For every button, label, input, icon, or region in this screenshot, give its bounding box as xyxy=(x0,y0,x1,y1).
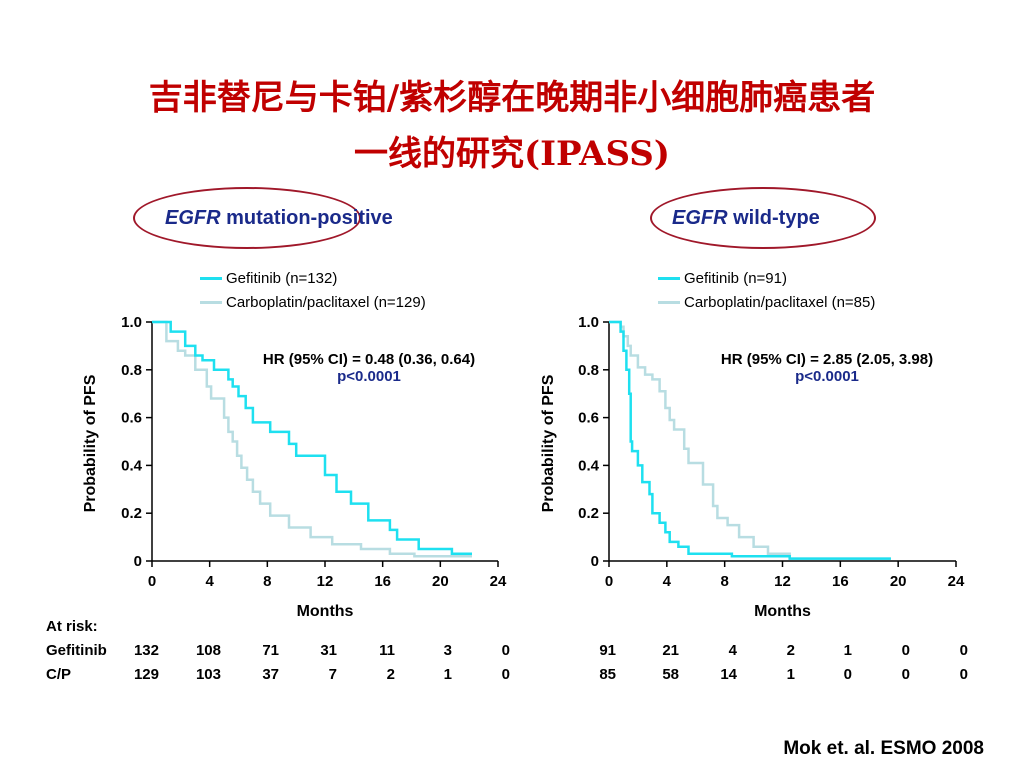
at-risk-cell: 0 xyxy=(501,666,510,683)
at-risk-cell: 1 xyxy=(786,666,795,683)
y-axis-label: Probability of PFS xyxy=(82,374,99,512)
y-tick-label: 0 xyxy=(134,553,142,570)
at-risk-row-label: Gefitinib xyxy=(46,642,107,659)
x-tick-label: 20 xyxy=(432,573,449,590)
legend-label: Carboplatin/paclitaxel (n=85) xyxy=(684,294,876,311)
y-axis-label: Probability of PFS xyxy=(540,374,557,512)
x-tick-label: 0 xyxy=(148,573,156,590)
panel-title-oval-right xyxy=(650,187,876,249)
at-risk-cell: 11 xyxy=(379,642,395,659)
at-risk-cell: 0 xyxy=(959,666,968,683)
x-tick-label: 16 xyxy=(832,573,849,590)
legend-item-cp-left: Carboplatin/paclitaxel (n=129) xyxy=(200,294,426,311)
at-risk-cell: 91 xyxy=(599,642,616,659)
y-tick-label: 0.4 xyxy=(121,457,143,474)
x-tick-label: 0 xyxy=(605,573,613,590)
at-risk-cell: 31 xyxy=(320,642,337,659)
x-axis-label: Months xyxy=(754,603,811,620)
at-risk-cell: 7 xyxy=(328,666,337,683)
y-tick-label: 0.4 xyxy=(578,457,600,474)
legend-item-gefitinib-right: Gefitinib (n=91) xyxy=(658,270,787,287)
at-risk-cell: 58 xyxy=(662,666,679,683)
at-risk-cell: 0 xyxy=(501,642,510,659)
legend-item-gefitinib-left: Gefitinib (n=132) xyxy=(200,270,337,287)
legend-swatch-cp xyxy=(200,301,222,304)
x-tick-label: 12 xyxy=(774,573,791,590)
hr-value: HR (95% CI) = 2.85 (2.05, 3.98) xyxy=(720,351,934,368)
at-risk-cell: 2 xyxy=(386,666,395,683)
legend-label: Gefitinib (n=132) xyxy=(226,270,338,287)
y-tick-label: 0.8 xyxy=(578,362,599,379)
x-tick-label: 8 xyxy=(263,573,271,590)
km-curve-gefitinib xyxy=(152,320,472,556)
slide-title-line-2: 一线的研究(IPASS) xyxy=(354,134,670,174)
hr-annotation-right: HR (95% CI) = 2.85 (2.05, 3.98) p<0.0001 xyxy=(684,351,970,385)
x-tick-label: 4 xyxy=(663,573,672,590)
legend-label: Gefitinib (n=91) xyxy=(684,270,787,287)
legend-swatch-gefitinib xyxy=(200,277,222,280)
p-value: p<0.0001 xyxy=(337,368,401,385)
at-risk-cell: 71 xyxy=(262,642,279,659)
y-tick-label: 0.2 xyxy=(578,505,599,522)
at-risk-title: At risk: xyxy=(46,618,98,635)
legend-item-cp-right: Carboplatin/paclitaxel (n=85) xyxy=(658,294,875,311)
y-tick-label: 1.0 xyxy=(578,314,599,331)
km-curve-cp xyxy=(609,320,891,560)
x-tick-label: 4 xyxy=(205,573,214,590)
legend-label: Carboplatin/paclitaxel (n=129) xyxy=(226,294,426,311)
at-risk-cell: 37 xyxy=(262,666,279,683)
at-risk-cell: 1 xyxy=(443,666,452,683)
panel-title-right-gene: EGFR xyxy=(672,207,728,229)
hr-annotation-left: HR (95% CI) = 0.48 (0.36, 0.64) p<0.0001 xyxy=(228,351,510,385)
x-tick-label: 8 xyxy=(720,573,728,590)
panel-title-left-gene: EGFR xyxy=(165,207,221,229)
legend-swatch-gefitinib xyxy=(658,277,680,280)
at-risk-cell: 3 xyxy=(443,642,452,659)
y-tick-label: 0.2 xyxy=(121,505,142,522)
y-tick-label: 0.8 xyxy=(121,362,142,379)
p-value: p<0.0001 xyxy=(795,368,859,385)
at-risk-cell: 4 xyxy=(728,642,737,659)
at-risk-row-label: C/P xyxy=(46,666,72,683)
legend-swatch-cp xyxy=(658,301,680,304)
km-curve-cp xyxy=(152,320,472,558)
x-tick-label: 20 xyxy=(890,573,907,590)
at-risk-cell: 0 xyxy=(843,666,852,683)
y-tick-label: 0.6 xyxy=(121,410,142,427)
at-risk-cell: 0 xyxy=(901,642,910,659)
at-risk-cell: 2 xyxy=(786,642,795,659)
y-tick-label: 1.0 xyxy=(121,314,142,331)
at-risk-cell: 85 xyxy=(599,666,616,683)
at-risk-cell: 103 xyxy=(195,666,221,683)
x-axis-label: Months xyxy=(297,603,354,620)
panel-title-left-text: mutation-positive xyxy=(220,207,393,229)
slide-title-line-1: 吉非替尼与卡铂/紫杉醇在晚期非小细胞肺癌患者 xyxy=(148,78,876,118)
at-risk-cell: 1 xyxy=(843,642,852,659)
km-curve-gefitinib xyxy=(609,320,891,560)
at-risk-cell: 0 xyxy=(959,642,968,659)
x-tick-label: 12 xyxy=(317,573,334,590)
at-risk-cell: 129 xyxy=(133,666,159,683)
at-risk-cell: 0 xyxy=(901,666,910,683)
panel-title-right: EGFR wild-type xyxy=(672,207,820,230)
hr-value: HR (95% CI) = 0.48 (0.36, 0.64) xyxy=(262,351,476,368)
y-tick-label: 0.6 xyxy=(578,410,599,427)
y-tick-label: 0 xyxy=(591,553,599,570)
x-tick-label: 16 xyxy=(374,573,391,590)
at-risk-cell: 108 xyxy=(195,642,221,659)
at-risk-cell: 14 xyxy=(720,666,737,683)
at-risk-cell: 21 xyxy=(662,642,679,659)
x-tick-label: 24 xyxy=(490,573,507,590)
panel-title-left: EGFR mutation-positive xyxy=(165,207,393,230)
at-risk-cell: 132 xyxy=(133,642,159,659)
panel-title-oval-left xyxy=(133,187,361,249)
x-tick-label: 24 xyxy=(948,573,965,590)
citation: Mok et. al. ESMO 2008 xyxy=(783,738,984,759)
panel-title-right-text: wild-type xyxy=(727,207,820,229)
